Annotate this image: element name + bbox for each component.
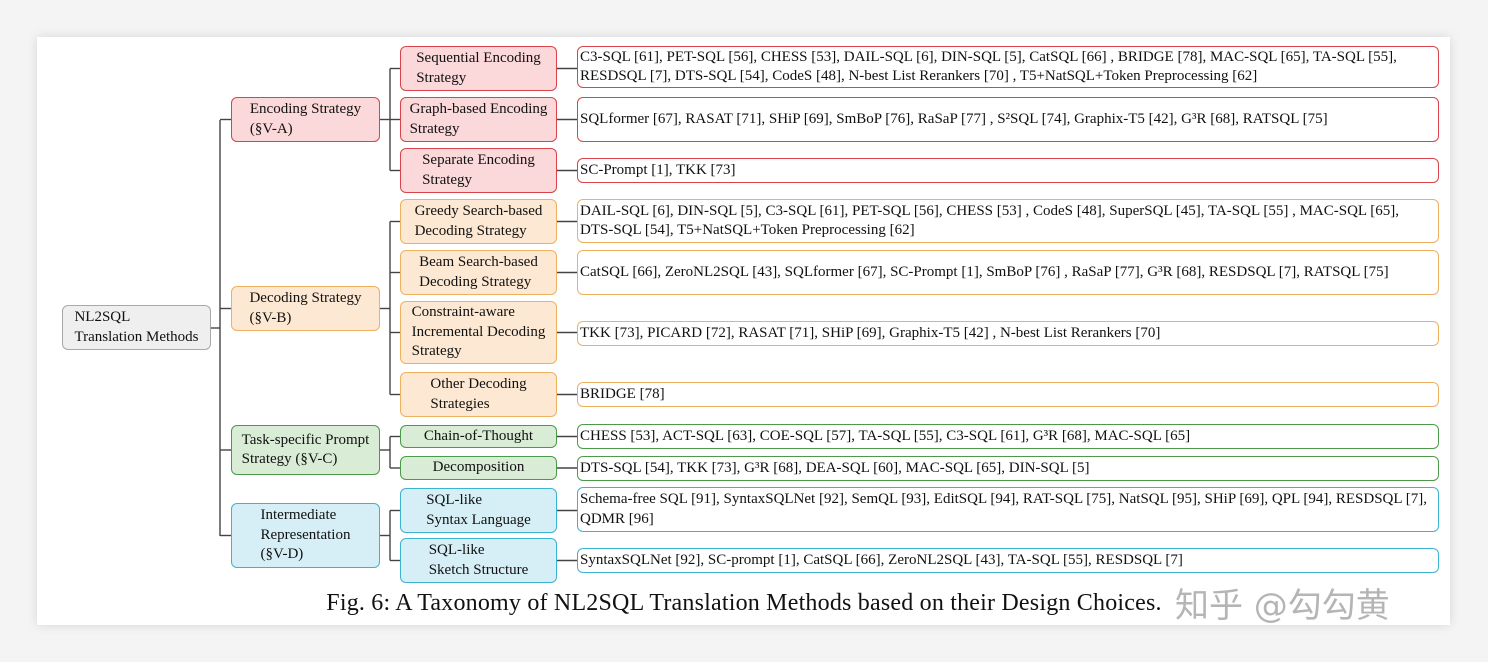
subcategory-node-label: Decomposition: [432, 459, 525, 476]
method-list-label: C3-SQL [61], PET-SQL [56], CHESS [53], D…: [580, 48, 1397, 85]
method-list: TKK [73], PICARD [72], RASAT [71], SHiP …: [577, 321, 1439, 346]
method-list-label: DTS-SQL [54], TKK [73], G³R [68], DEA-SQ…: [580, 459, 1090, 476]
method-list-label: TKK [73], PICARD [72], RASAT [71], SHiP …: [580, 324, 1161, 341]
method-list-label: DAIL-SQL [6], DIN-SQL [5], C3-SQL [61], …: [580, 202, 1400, 239]
method-list: C3-SQL [61], PET-SQL [56], CHESS [53], D…: [577, 46, 1439, 88]
method-list-label: SC-Prompt [1], TKK [73]: [580, 161, 736, 178]
root-node-label: NL2SQL Translation Methods: [74, 309, 199, 345]
subcategory-node: SQL-like Syntax Language: [400, 488, 557, 533]
watermark: 知乎 @勾勾黄: [1175, 586, 1390, 626]
subcategory-node-label: Other Decoding Strategies: [430, 376, 527, 412]
subcategory-node-label: Graph-based Encoding Strategy: [409, 101, 548, 137]
method-list-label: SQLformer [67], RASAT [71], SHiP [69], S…: [580, 110, 1328, 127]
subcategory-node: Greedy Search-based Decoding Strategy: [400, 199, 557, 244]
category-node: Decoding Strategy (§V-B): [231, 286, 380, 331]
subcategory-node-label: Beam Search-based Decoding Strategy: [419, 254, 538, 290]
method-list: SQLformer [67], RASAT [71], SHiP [69], S…: [577, 97, 1439, 142]
category-node-label: Decoding Strategy (§V-B): [249, 290, 362, 326]
method-list-label: SyntaxSQLNet [92], SC-prompt [1], CatSQL…: [580, 551, 1183, 568]
subcategory-node: Separate Encoding Strategy: [400, 148, 557, 193]
subcategory-node-label: SQL-like Syntax Language: [426, 492, 531, 528]
subcategory-node: Sequential Encoding Strategy: [400, 46, 557, 91]
method-list: CHESS [53], ACT-SQL [63], COE-SQL [57], …: [577, 424, 1439, 449]
method-list: SC-Prompt [1], TKK [73]: [577, 158, 1439, 183]
subcategory-node: Graph-based Encoding Strategy: [400, 97, 557, 142]
method-list: DAIL-SQL [6], DIN-SQL [5], C3-SQL [61], …: [577, 199, 1439, 243]
root-node: NL2SQL Translation Methods: [62, 305, 211, 350]
method-list: CatSQL [66], ZeroNL2SQL [43], SQLformer …: [577, 250, 1439, 295]
method-list-label: BRIDGE [78]: [580, 385, 665, 402]
subcategory-node: Beam Search-based Decoding Strategy: [400, 250, 557, 295]
category-node-label: Encoding Strategy (§V-A): [249, 101, 362, 137]
method-list: DTS-SQL [54], TKK [73], G³R [68], DEA-SQ…: [577, 456, 1439, 481]
category-node: Intermediate Representation (§V-D): [231, 503, 380, 568]
category-node-label: Task-specific Prompt Strategy (§V-C): [241, 431, 370, 468]
method-list: BRIDGE [78]: [577, 382, 1439, 407]
subcategory-node-label: Greedy Search-based Decoding Strategy: [414, 203, 543, 239]
subcategory-node-label: Constraint-aware Incremental Decoding St…: [411, 304, 546, 360]
category-node: Task-specific Prompt Strategy (§V-C): [231, 425, 380, 475]
subcategory-node: SQL-like Sketch Structure: [400, 538, 557, 583]
subcategory-node: Other Decoding Strategies: [400, 372, 557, 417]
method-list-label: CatSQL [66], ZeroNL2SQL [43], SQLformer …: [580, 263, 1389, 280]
method-list-label: Schema-free SQL [91], SyntaxSQLNet [92],…: [580, 491, 1427, 527]
method-list: Schema-free SQL [91], SyntaxSQLNet [92],…: [577, 487, 1439, 532]
subcategory-node-label: Sequential Encoding Strategy: [416, 50, 541, 86]
method-list: SyntaxSQLNet [92], SC-prompt [1], CatSQL…: [577, 548, 1439, 573]
category-node: Encoding Strategy (§V-A): [231, 97, 380, 142]
method-list-label: CHESS [53], ACT-SQL [63], COE-SQL [57], …: [580, 427, 1191, 444]
figure-caption: Fig. 6: A Taxonomy of NL2SQL Translation…: [326, 590, 1162, 616]
subcategory-node: Decomposition: [400, 456, 557, 480]
category-node-label: Intermediate Representation (§V-D): [260, 507, 351, 563]
subcategory-node-label: Separate Encoding Strategy: [422, 152, 535, 188]
subcategory-node-label: Chain-of-Thought: [423, 427, 534, 444]
subcategory-node: Constraint-aware Incremental Decoding St…: [400, 301, 557, 364]
subcategory-node: Chain-of-Thought: [400, 425, 557, 448]
subcategory-node-label: SQL-like Sketch Structure: [428, 542, 529, 578]
